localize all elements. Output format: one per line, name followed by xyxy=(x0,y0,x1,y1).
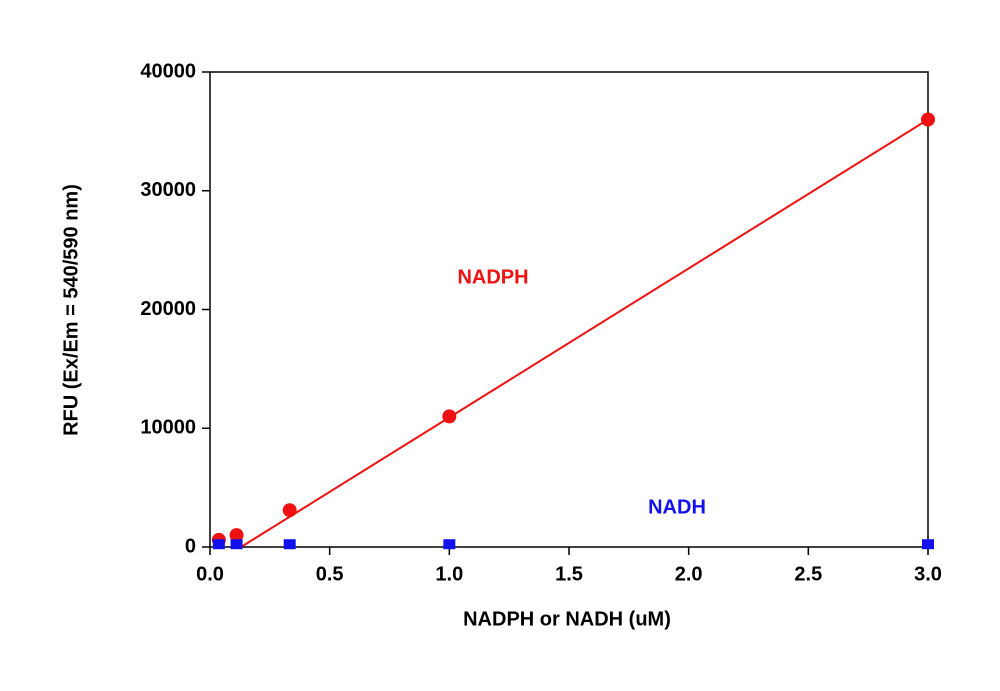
x-tick-label: 1.5 xyxy=(555,563,583,585)
point xyxy=(922,539,934,550)
point xyxy=(229,528,244,543)
y-tick-label: 10000 xyxy=(140,417,196,439)
x-tick-label: 3.0 xyxy=(914,563,942,585)
x-tick-label: 2.0 xyxy=(675,563,703,585)
plot-frame xyxy=(209,71,929,548)
x-axis-label: NADPH or NADH (uM) xyxy=(463,608,671,630)
series-label: NADH xyxy=(648,496,706,518)
x-tick-label: 1.0 xyxy=(435,563,463,585)
y-axis-label: RFU (Ex/Em = 540/590 nm) xyxy=(60,184,82,436)
x-tick-label: 0.5 xyxy=(316,563,344,585)
point xyxy=(230,539,243,550)
point xyxy=(442,409,457,424)
y-tick-label: 30000 xyxy=(140,179,196,201)
x-tick-label: 0.0 xyxy=(196,563,224,585)
point xyxy=(443,539,456,550)
fit-line xyxy=(240,118,929,548)
y-tick-label: 0 xyxy=(185,535,196,557)
point xyxy=(282,503,297,518)
point xyxy=(921,112,935,127)
point xyxy=(212,539,225,550)
x-tick-label: 2.5 xyxy=(794,563,822,585)
y-tick-label: 20000 xyxy=(140,298,196,320)
point xyxy=(283,539,296,550)
y-tick-label: 40000 xyxy=(140,60,196,82)
series-label: NADPH xyxy=(457,266,528,288)
